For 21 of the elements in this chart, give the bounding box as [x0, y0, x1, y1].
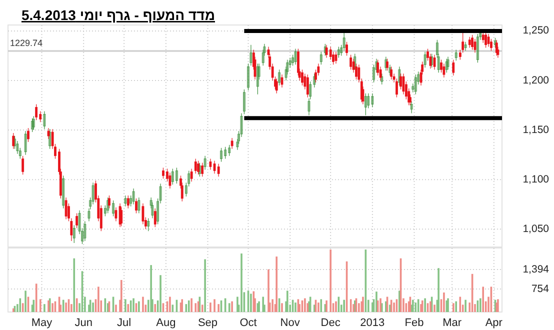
y-tick-label: 1,394	[522, 263, 550, 276]
y-tick-label: 1,250	[522, 24, 550, 37]
ref-line-label: 1229.74	[10, 38, 43, 48]
x-tick-label: May	[31, 317, 53, 329]
y-tick-label: 1,150	[522, 124, 550, 136]
y-tick-label: 754	[531, 282, 550, 295]
x-tick-label: Feb	[404, 317, 424, 329]
x-tick-label: Jun	[74, 317, 92, 329]
y-tick-label: 1,050	[522, 222, 550, 235]
x-tick-label: Oct	[240, 317, 257, 329]
y-tick-label: 1,100	[522, 173, 550, 186]
x-tick-label: Mar	[442, 317, 462, 329]
y-tick-label: 1,200	[522, 74, 550, 86]
x-tick-label: Nov	[280, 317, 300, 329]
x-tick-label: Jul	[117, 317, 132, 329]
x-tick-label: Dec	[320, 317, 341, 329]
x-tick-label: Apr	[485, 317, 503, 329]
x-tick-label: Aug	[156, 317, 176, 329]
x-tick-label: Sep	[198, 317, 218, 329]
x-tick-label: 2013	[360, 317, 385, 329]
chart-title: מדד המעוף - גרף יומי 5.4.2013	[21, 7, 215, 23]
